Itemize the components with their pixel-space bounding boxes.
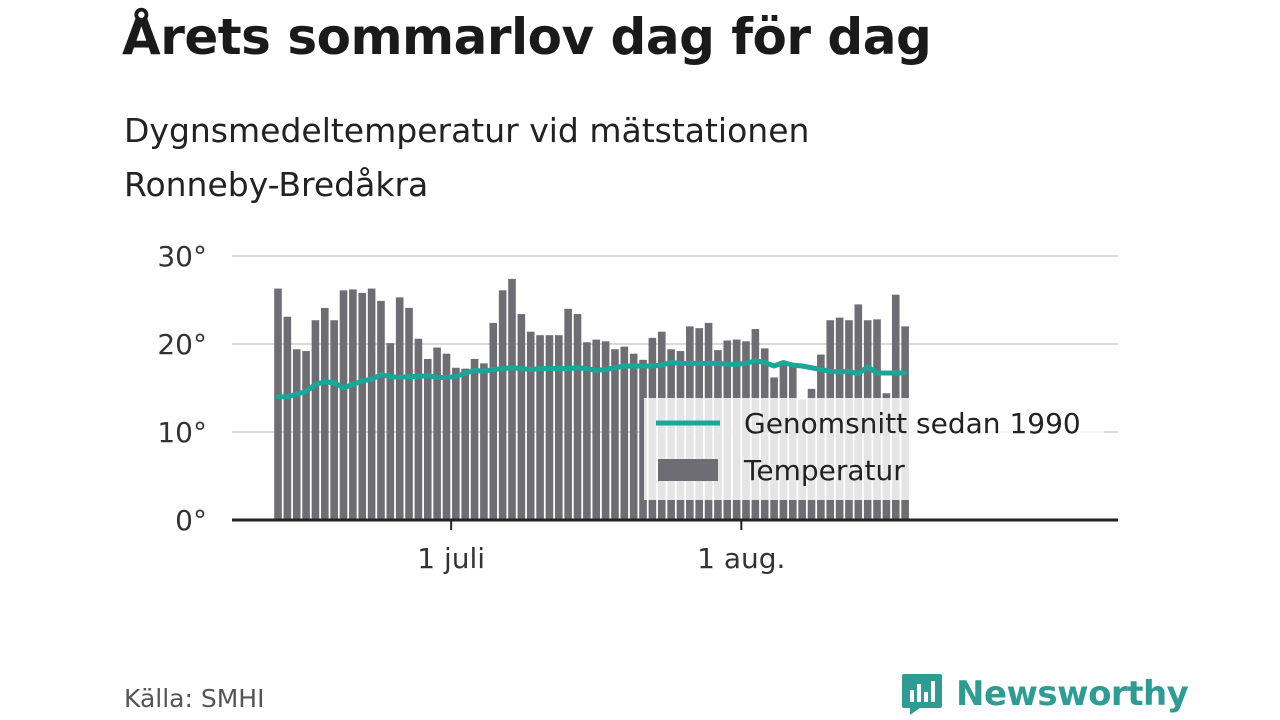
legend: Genomsnitt sedan 1990 Temperatur xyxy=(644,398,1104,500)
temperature-bar xyxy=(536,335,544,520)
brand-name: Newsworthy xyxy=(956,674,1189,714)
chart-subtitle: Dygnsmedeltemperatur vid mätstationen Ro… xyxy=(124,104,1024,212)
temperature-bar xyxy=(292,349,301,520)
source-note: Källa: SMHI xyxy=(124,684,265,713)
axes: 0° 10° 20° 30° 1 juli 1 aug. xyxy=(157,240,1118,575)
temperature-bar xyxy=(545,335,554,520)
temperature-bar xyxy=(386,343,395,520)
subtitle-line-1: Dygnsmedeltemperatur vid mätstationen xyxy=(124,111,810,150)
temperature-bar xyxy=(321,307,329,520)
average-line xyxy=(275,358,908,400)
temperature-bar xyxy=(405,307,413,520)
temperature-bar xyxy=(508,278,516,520)
temperature-bar xyxy=(423,358,432,520)
temperature-bar xyxy=(395,297,404,520)
legend-box xyxy=(644,398,1104,500)
temperature-bar xyxy=(517,314,526,520)
temperature-bar xyxy=(302,351,310,520)
temperature-bar xyxy=(611,349,619,520)
temperature-bar xyxy=(480,363,488,520)
temperature-bar xyxy=(452,367,460,520)
newsworthy-logo: Newsworthy xyxy=(900,668,1189,720)
newsworthy-chart-icon xyxy=(902,674,942,715)
y-tick-label: 20° xyxy=(157,328,207,361)
legend-label-average: Genomsnitt sedan 1990 xyxy=(744,407,1081,440)
chart-title: Årets sommarlov dag för dag xyxy=(122,8,932,66)
temperature-bar xyxy=(573,314,582,520)
y-tick-label: 10° xyxy=(157,416,207,449)
temperature-bar xyxy=(349,289,357,520)
average-line-layer xyxy=(275,358,908,400)
temperature-bar xyxy=(358,292,367,520)
temperature-bar xyxy=(639,359,647,520)
temperature-bar xyxy=(592,339,601,520)
temperature-bar xyxy=(620,346,629,520)
y-tick-label: 30° xyxy=(157,240,207,273)
y-tick-label: 0° xyxy=(175,504,207,537)
temperature-bar xyxy=(526,331,535,520)
legend-label-temperature: Temperatur xyxy=(743,454,905,487)
temperature-bar xyxy=(601,341,610,520)
temperature-bar xyxy=(470,358,479,520)
temperature-bar xyxy=(339,290,348,520)
temperature-bar xyxy=(564,308,572,520)
temperature-bar xyxy=(274,288,282,520)
temperature-chart: 0° 10° 20° 30° 1 juli 1 aug. Genomsnitt sedan… xyxy=(157,240,1118,575)
x-tick-label: 1 aug. xyxy=(697,542,785,575)
subtitle-line-2: Ronneby-Bredåkra xyxy=(124,165,429,204)
temperature-bar xyxy=(498,290,507,520)
temperature-bar xyxy=(442,353,451,520)
temperature-bar xyxy=(555,335,563,520)
temperature-bar xyxy=(583,342,591,520)
temperature-bar xyxy=(489,322,498,520)
temperature-bar xyxy=(433,347,441,520)
temperature-bar xyxy=(330,320,338,520)
temperature-bar xyxy=(283,316,292,520)
temperature-bar xyxy=(367,288,376,520)
x-tick-label: 1 juli xyxy=(417,542,485,575)
temperature-bar xyxy=(377,300,385,520)
temperature-bar xyxy=(461,368,469,520)
temperature-bar xyxy=(414,338,423,520)
temperature-bar xyxy=(311,320,320,520)
temperature-bar xyxy=(629,353,638,520)
legend-swatch-temperature xyxy=(658,459,718,481)
